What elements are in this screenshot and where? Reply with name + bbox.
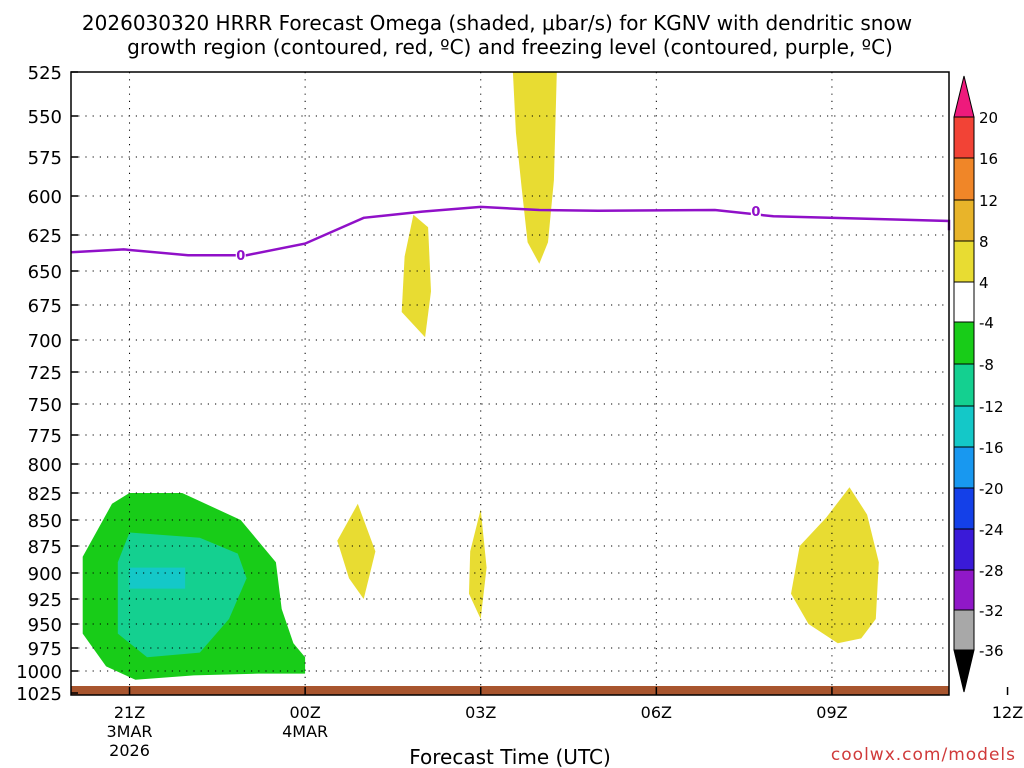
ground-fill bbox=[71, 686, 949, 695]
colorbar-label: -24 bbox=[979, 521, 1004, 539]
colorbar-band bbox=[953, 199, 975, 242]
y-tick-label: 900 bbox=[28, 564, 62, 585]
x-tick-label: 06Z bbox=[641, 703, 672, 722]
colorbar-label: 12 bbox=[979, 192, 998, 210]
y-tick-label: 750 bbox=[28, 395, 62, 416]
grid-lines bbox=[71, 72, 949, 695]
y-tick-label: 950 bbox=[28, 615, 62, 636]
colorbar-label: 4 bbox=[979, 274, 989, 292]
x-tick-label: 03Z bbox=[465, 703, 496, 722]
colorbar-band bbox=[953, 116, 975, 159]
x-tick-year: 2026 bbox=[109, 741, 150, 760]
y-tick-label: 825 bbox=[28, 484, 62, 505]
colorbar-band bbox=[953, 321, 975, 365]
freezing-level-label: 0 bbox=[751, 205, 760, 220]
colorbar-band bbox=[953, 487, 975, 530]
y-tick-label: 975 bbox=[28, 639, 62, 660]
colorbar: 20 16 12 8 4 -4 -8 -12 -16 -20 -24 -28 -32 -36 bbox=[953, 75, 1004, 693]
upward-motion-seagreen bbox=[117, 532, 247, 658]
y-tick-label: 700 bbox=[28, 331, 62, 352]
plot-frame bbox=[70, 71, 950, 696]
downward-motion-low-a bbox=[337, 503, 376, 599]
colorbar-label: -20 bbox=[979, 480, 1004, 498]
colorbar-band bbox=[953, 609, 975, 651]
colorbar-label: 16 bbox=[979, 150, 998, 168]
x-axis-label: Forecast Time (UTC) bbox=[409, 745, 611, 768]
chart-title-line1: 2026030320 HRRR Forecast Omega (shaded, … bbox=[82, 11, 912, 35]
y-tick-label: 650 bbox=[28, 262, 62, 283]
x-tick-label: 21Z bbox=[114, 703, 145, 722]
contour-label-bg bbox=[750, 203, 761, 218]
colorbar-band bbox=[953, 157, 975, 201]
freezing-level-label: 0 bbox=[236, 249, 245, 264]
colorbar-label: -36 bbox=[979, 642, 1004, 660]
colorbar-label: 8 bbox=[979, 233, 989, 251]
chart-title-line2: growth region (contoured, red, ºC) and f… bbox=[127, 35, 893, 59]
watermark: coolwx.com/models bbox=[831, 745, 1016, 765]
downward-motion-low-c bbox=[791, 487, 879, 644]
y-tick-label: 1025 bbox=[16, 684, 62, 705]
y-tick-label: 725 bbox=[28, 363, 62, 384]
colorbar-label: -28 bbox=[979, 562, 1004, 580]
colorbar-band bbox=[953, 446, 975, 489]
colorbar-label: -4 bbox=[979, 314, 994, 332]
x-tick-date: 4MAR bbox=[282, 722, 328, 741]
downward-motion-low-b bbox=[469, 509, 487, 619]
y-tick-label: 625 bbox=[28, 226, 62, 247]
downward-motion-upper bbox=[512, 72, 557, 264]
x-tick-date: 3MAR bbox=[107, 722, 153, 741]
colorbar-band bbox=[953, 363, 975, 407]
colorbar-band bbox=[953, 281, 975, 323]
y-tick-label: 525 bbox=[28, 63, 62, 84]
colorbar-band bbox=[953, 405, 975, 448]
omega-shaded-regions bbox=[82, 72, 879, 680]
freezing-level-contour: 00 bbox=[70, 203, 951, 264]
colorbar-band bbox=[953, 569, 975, 611]
colorbar-band bbox=[953, 240, 975, 283]
x-tick-label: 12Z bbox=[992, 703, 1023, 722]
y-axis: 525 550 575 600 625 650 675 700 725 750 775 800 825 8… bbox=[16, 63, 78, 705]
freezing-level-line bbox=[70, 205, 951, 257]
y-tick-label: 1000 bbox=[16, 662, 62, 683]
colorbar-label: -8 bbox=[979, 356, 994, 374]
y-tick-label: 850 bbox=[28, 511, 62, 532]
colorbar-band bbox=[953, 528, 975, 571]
colorbar-label: -12 bbox=[979, 398, 1004, 416]
x-tick-label: 00Z bbox=[289, 703, 320, 722]
ground-surface bbox=[71, 686, 949, 695]
y-tick-label: 775 bbox=[28, 426, 62, 447]
y-tick-label: 550 bbox=[28, 107, 62, 128]
colorbar-label: -16 bbox=[979, 439, 1004, 457]
y-tick-label: 575 bbox=[28, 148, 62, 169]
colorbar-top-arrow bbox=[953, 75, 975, 118]
y-tick-label: 675 bbox=[28, 296, 62, 317]
x-tick-label: 09Z bbox=[816, 703, 847, 722]
y-tick-label: 600 bbox=[28, 187, 62, 208]
downward-motion-mid bbox=[401, 214, 431, 338]
colorbar-bottom-arrow bbox=[953, 649, 975, 693]
contour-label-bg bbox=[235, 248, 246, 263]
colorbar-label: 20 bbox=[979, 109, 998, 127]
y-tick-label: 925 bbox=[28, 590, 62, 611]
y-tick-label: 875 bbox=[28, 537, 62, 558]
upward-motion-cyan bbox=[129, 567, 186, 589]
colorbar-label: -32 bbox=[979, 602, 1004, 620]
y-tick-label: 800 bbox=[28, 455, 62, 476]
